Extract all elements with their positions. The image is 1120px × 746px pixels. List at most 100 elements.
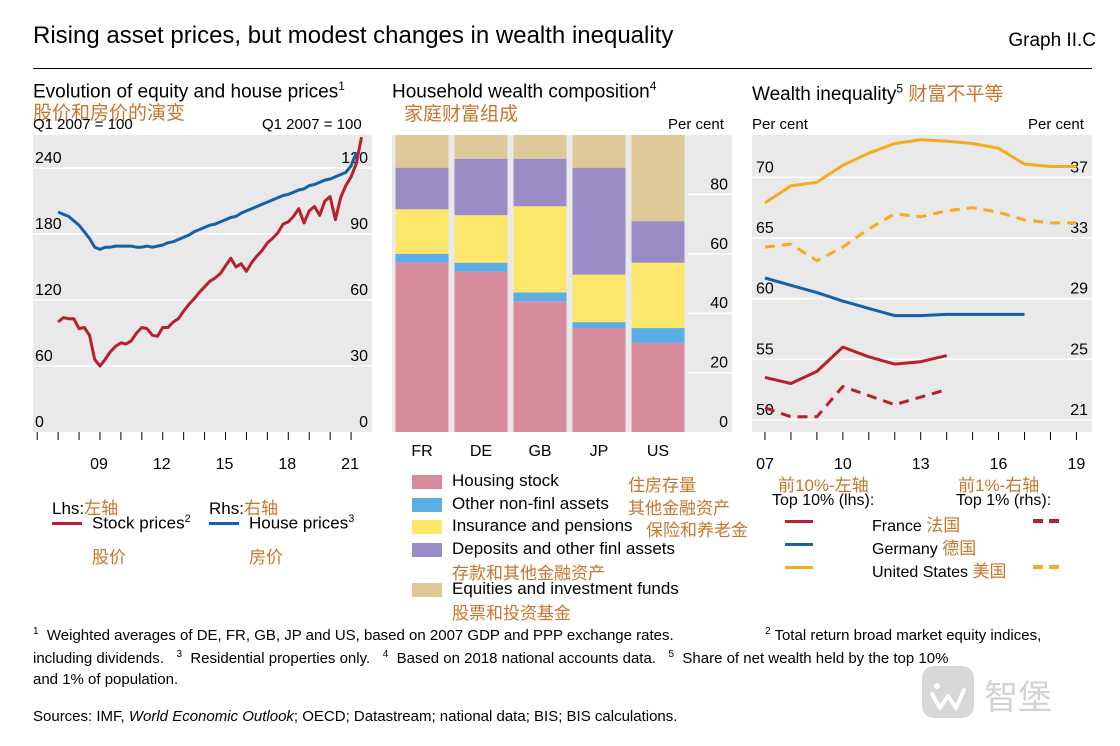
watermark-logo-icon	[922, 666, 974, 718]
france-top10-line	[764, 345, 948, 385]
inequality-legend-label: France 法国	[872, 516, 961, 535]
panel2-category-label: FR	[411, 443, 432, 460]
footnote-line-3: and 1% of population.	[33, 671, 179, 688]
watermark-logo: 智堡	[920, 664, 1100, 720]
bar-fr-deposits-and-other-finl-assets	[395, 167, 449, 210]
house-legend-label: House prices3	[249, 513, 355, 533]
panel2-title-cn: 家庭财富组成	[404, 104, 519, 125]
composition-legend-cn: 其他金融资产	[628, 499, 730, 518]
bar-us-deposits-and-other-finl-assets	[631, 221, 685, 263]
inequality-legend-solid-swatch	[785, 543, 813, 546]
bar-gb-insurance-and-pensions	[513, 206, 567, 293]
footnote-line-1: 1 Weighted averages of DE, FR, GB, JP an…	[33, 626, 674, 644]
composition-legend-label: Other non-finl assets	[452, 494, 609, 513]
panel3-x-tick-label: 13	[912, 456, 930, 473]
panel2-title: Household wealth composition4	[392, 79, 657, 103]
composition-legend-cn: 保险和养老金	[646, 521, 748, 540]
panel3-x-tick-label: 10	[834, 456, 852, 473]
bar-fr-insurance-and-pensions	[395, 209, 449, 254]
panel3-lhs-tick-label: 65	[756, 220, 774, 237]
inequality-legend-dashed-swatch	[1033, 565, 1061, 569]
bar-jp-housing-stock	[572, 328, 626, 432]
bar-de-equities-and-investment-funds	[454, 135, 508, 159]
bar-us-insurance-and-pensions	[631, 262, 685, 329]
composition-legend-swatch	[412, 520, 442, 534]
bar-jp-equities-and-investment-funds	[572, 135, 626, 168]
footnote-line-1b: 2 Total return broad market equity indic…	[765, 626, 1042, 644]
panel2-tick-label: 40	[710, 295, 728, 312]
top1-note-cn: 前1%-右轴	[958, 476, 1040, 495]
france-top1-line	[764, 385, 948, 419]
bar-jp-insurance-and-pensions	[572, 274, 626, 323]
top10-legend-header: Top 10% (lhs):	[772, 492, 875, 509]
panel3-plot-area	[752, 135, 1092, 432]
house-legend-cn: 房价	[249, 548, 283, 567]
panel3-lhs-tick-label: 50	[756, 402, 774, 419]
panel1-x-tick-label: 15	[216, 456, 234, 473]
panel3-lhs-tick-label: 55	[756, 341, 774, 358]
panel3-lhs-tick-label: 70	[756, 159, 774, 176]
composition-legend-swatch	[412, 543, 442, 557]
composition-legend-label: Insurance and pensions	[452, 516, 633, 535]
panel2-tick-label: 0	[719, 414, 728, 431]
panel3-lhs-unit: Per cent	[752, 116, 808, 133]
panel2-category-label: JP	[590, 443, 609, 460]
stock-legend-swatch	[52, 522, 82, 525]
bar-fr-housing-stock	[395, 262, 449, 432]
panel1-title-cn: 股价和房价的演变	[33, 103, 186, 124]
panel3-x-tick-label: 16	[990, 456, 1008, 473]
panel1-lhs-tick-label: 180	[35, 216, 62, 233]
inequality-legend-label: United States 美国	[872, 562, 1007, 581]
panel2-tick-label: 80	[710, 176, 728, 193]
bar-gb-other-non-finl-assets	[513, 292, 567, 302]
panel1-rhs-tick-label: 90	[350, 216, 368, 233]
panel2-tick-label: 60	[710, 236, 728, 253]
composition-legend-label: Housing stock	[452, 471, 559, 490]
inequality-legend-dashed-swatch	[1033, 519, 1061, 523]
bar-us-housing-stock	[631, 342, 685, 432]
stock-legend-cn: 股价	[92, 548, 126, 567]
bar-fr-equities-and-investment-funds	[395, 135, 449, 168]
panel3-rhs-unit: Per cent	[1028, 116, 1084, 133]
united-states-top1-line	[764, 206, 1077, 263]
panel2-rhs-unit: Per cent	[668, 116, 724, 133]
panel1-rhs-unit: Q1 2007 = 100	[262, 116, 362, 133]
lhs-legend-label: Lhs:左轴	[52, 499, 119, 518]
bar-us-equities-and-investment-funds	[631, 135, 685, 222]
panel3-lhs-tick-label: 60	[756, 281, 774, 298]
germany-top10-line	[764, 276, 1025, 318]
panel3-title: Wealth inequality5 财富不平等	[752, 81, 1004, 105]
top10-note-cn: 前10%-左轴	[778, 476, 869, 495]
composition-legend-label: Equities and investment funds	[452, 579, 679, 598]
composition-legend-cn: 住房存量	[628, 476, 696, 495]
panel1-x-tick-label: 21	[341, 456, 359, 473]
panel2-category-label: US	[647, 443, 669, 460]
composition-legend-swatch	[412, 475, 442, 489]
stock-legend-label: Stock prices2	[92, 513, 191, 533]
inequality-legend-label: Germany 德国	[872, 539, 977, 558]
panel1-rhs-tick-label: 60	[350, 282, 368, 299]
composition-legend-cn: 存款和其他金融资产	[452, 564, 605, 583]
panel3-x-tick-label: 19	[1068, 456, 1086, 473]
watermark-text: 智堡	[984, 678, 1052, 718]
panel1-x-tick-label: 18	[278, 456, 296, 473]
bar-jp-deposits-and-other-finl-assets	[572, 167, 626, 275]
composition-legend-swatch	[412, 498, 442, 512]
bar-fr-other-non-finl-assets	[395, 253, 449, 263]
rhs-legend-label: Rhs:右轴	[209, 499, 278, 518]
united-states-top10-line	[764, 138, 1077, 205]
stock-prices-line	[57, 136, 363, 368]
bar-us-other-non-finl-assets	[631, 328, 685, 343]
panel1-lhs-tick-label: 120	[35, 282, 62, 299]
inequality-legend-solid-swatch	[785, 520, 813, 523]
panel2-tick-label: 20	[710, 355, 728, 372]
panel1-x-tick-label: 09	[90, 456, 108, 473]
top1-legend-header: Top 1% (rhs):	[956, 492, 1052, 509]
bar-de-deposits-and-other-finl-assets	[454, 158, 508, 216]
page-title: Rising asset prices, but modest changes …	[33, 22, 674, 49]
bar-jp-other-non-finl-assets	[572, 322, 626, 329]
panel3-title-cn: 财富不平等	[908, 84, 1004, 105]
footnote-line-2: including dividends. 3 Residential prope…	[33, 649, 949, 667]
